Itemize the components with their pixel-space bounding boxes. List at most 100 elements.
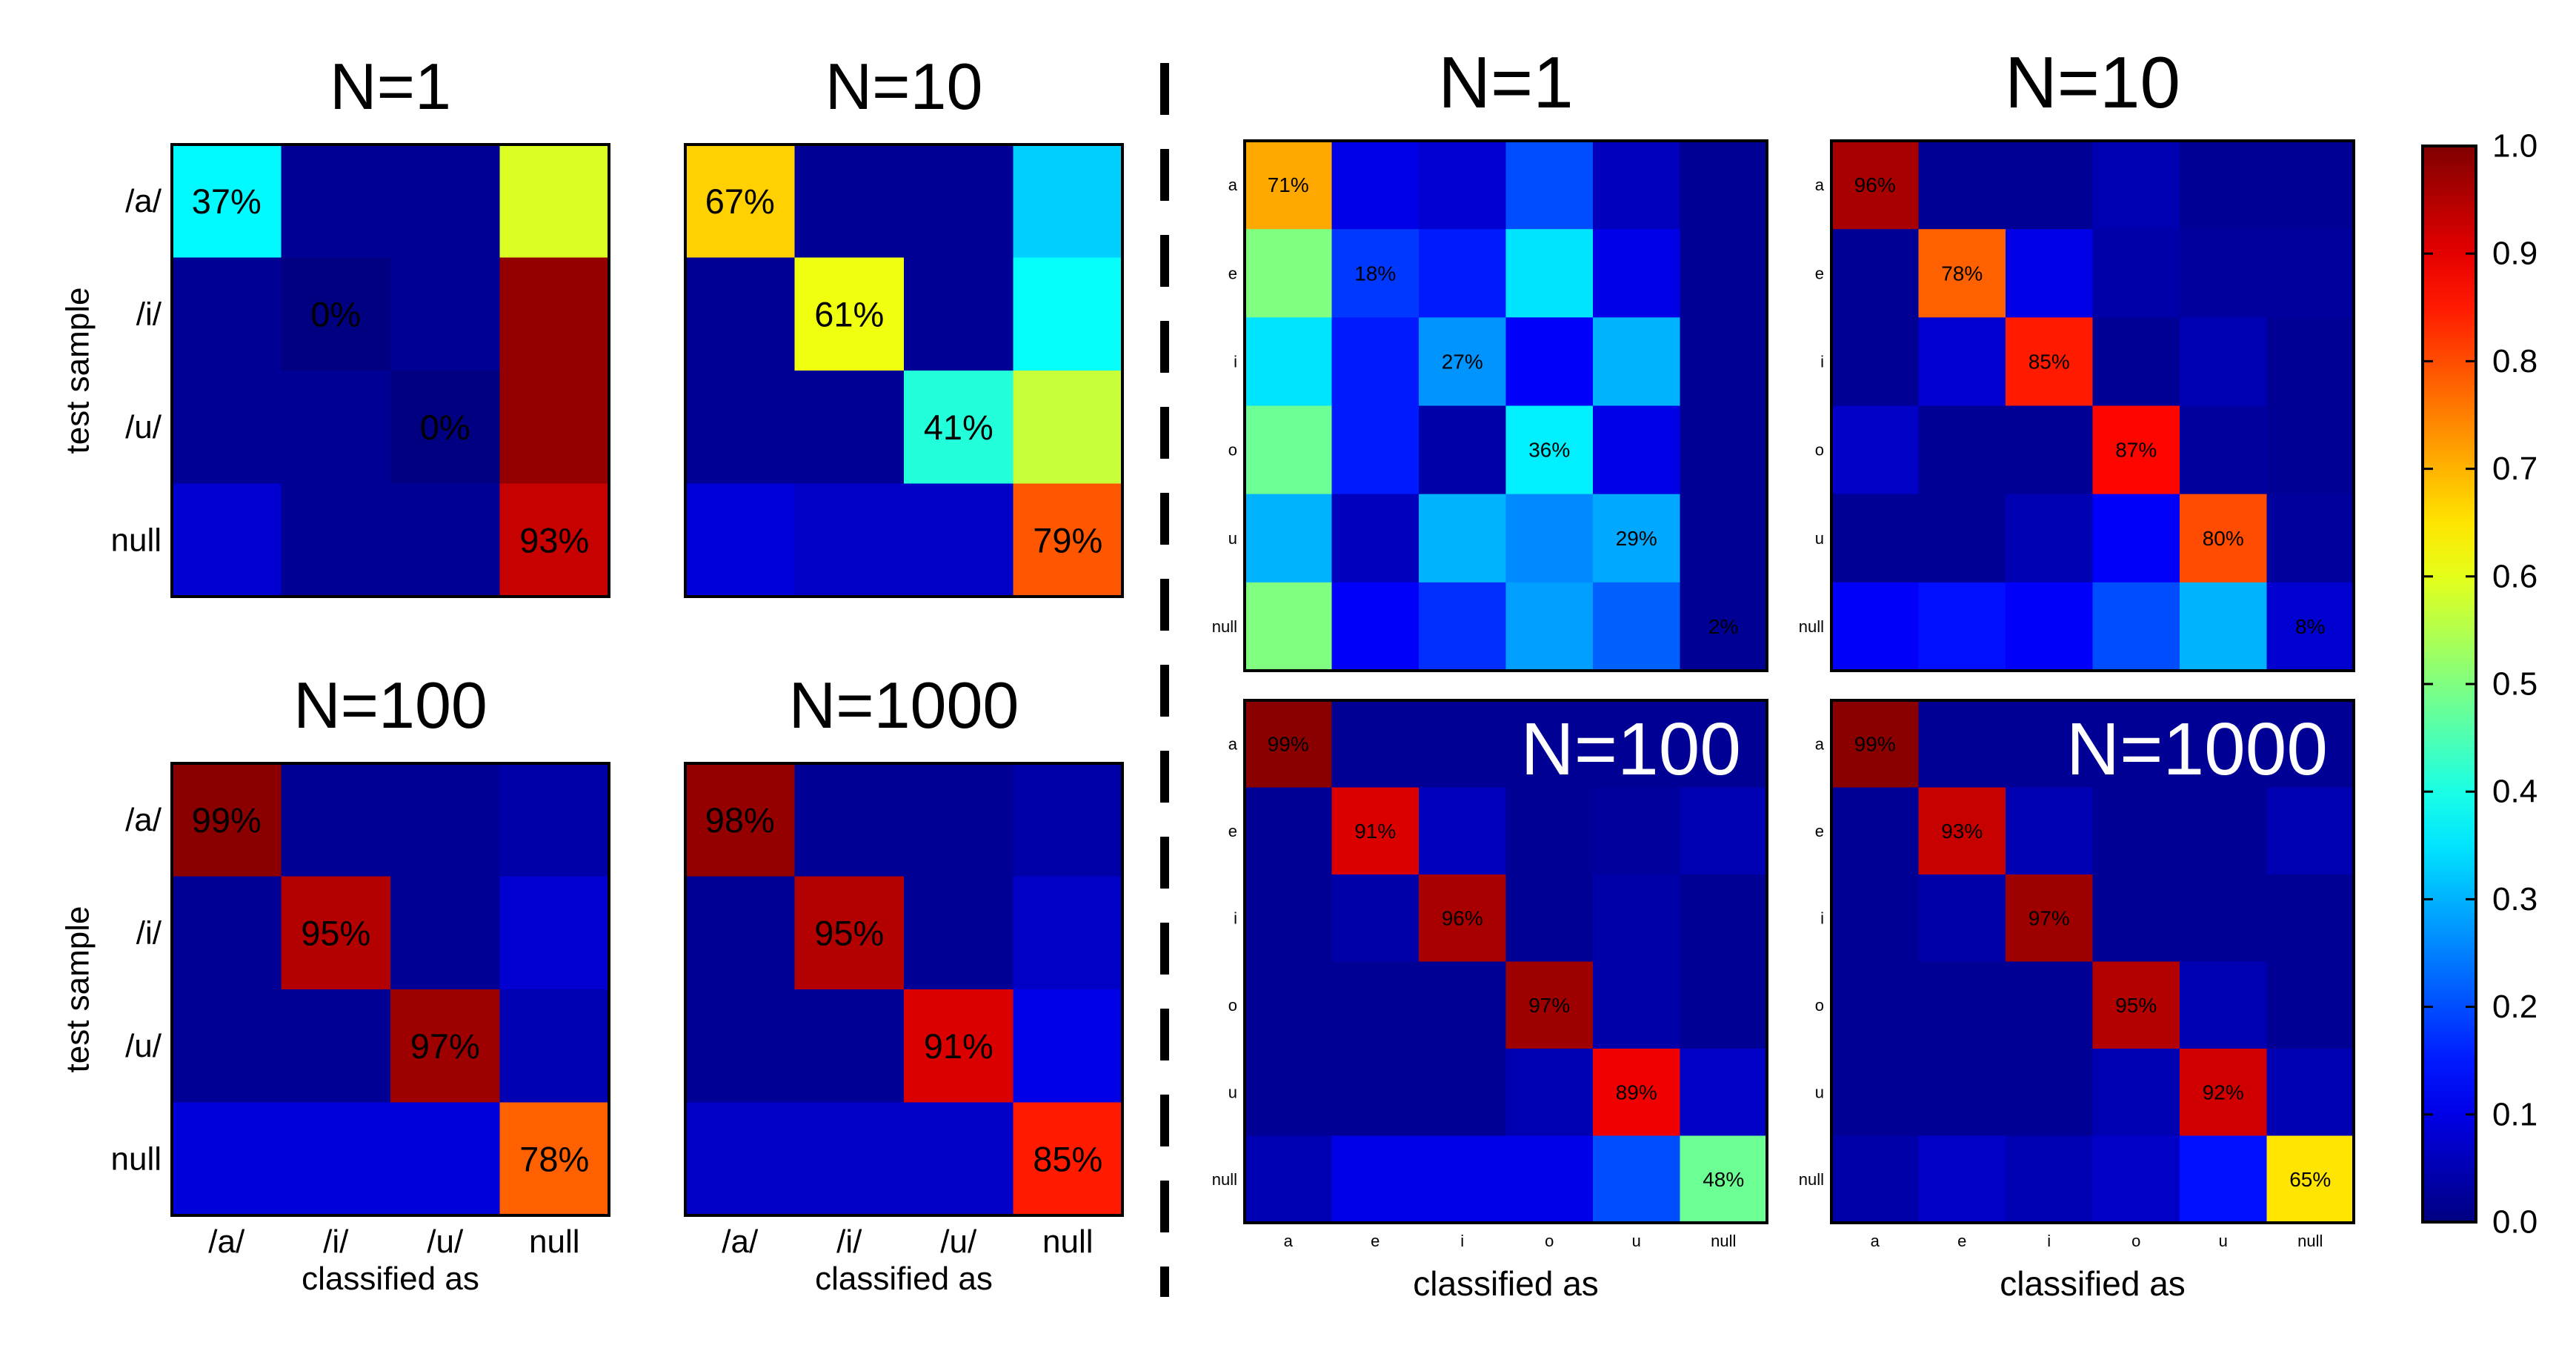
heatmap-cell: [499, 257, 610, 371]
heatmap-cell: [1013, 483, 1123, 597]
panel-frame: [1243, 139, 1768, 672]
heatmap-cell: [281, 371, 391, 485]
cell-percent-label: 65%: [2289, 1168, 2331, 1191]
heatmap-cell: [904, 371, 1014, 485]
cell-percent-label: 8%: [2295, 615, 2325, 638]
heatmap-cell: [1331, 961, 1420, 1049]
heatmap-cell: [2006, 1135, 2094, 1224]
heatmap-cell: [794, 876, 905, 990]
heatmap-cell: [1245, 405, 1333, 495]
heatmap-cell: [1245, 700, 1333, 789]
cell-percent-label: 29%: [1616, 527, 1657, 550]
x-tick-label: o: [1545, 1232, 1554, 1250]
y-tick-label: i: [1234, 352, 1237, 371]
heatmap-cell: [499, 145, 610, 259]
heatmap-cell: [2180, 405, 2268, 495]
heatmap-cell: [1331, 874, 1420, 963]
heatmap-cell: [390, 989, 501, 1103]
y-tick-label: null: [1212, 1170, 1237, 1189]
heatmap-cell: [1593, 1049, 1681, 1137]
panel-right-n1: 71% 18% 27% 36% 29% 2% N=1 a e i o u null: [1212, 42, 1768, 672]
y-tick-label: u: [1815, 529, 1824, 548]
heatmap-cell: [1505, 582, 1594, 671]
heatmap-cell: [794, 257, 905, 371]
heatmap-cell: [1593, 582, 1681, 671]
x-tick-label: a: [1284, 1232, 1294, 1250]
heatmap-cell: [2266, 700, 2354, 789]
x-tick-label: /a/: [722, 1224, 759, 1260]
cell-percent-label: 85%: [1033, 1139, 1102, 1178]
heatmap-cell: [1831, 1135, 1920, 1224]
y-tick-label: null: [1212, 617, 1237, 636]
heatmap-cell: [2092, 700, 2180, 789]
cell-percent-label: 95%: [2115, 994, 2157, 1017]
panel-right-n100: 99% 91% 96% 97% 89% 48% N=100 a e i o u null a e i o u nul…: [1212, 699, 1768, 1303]
cell-percent-label: 95%: [814, 913, 884, 952]
heatmap-cell: [2006, 582, 2094, 671]
panel-frame: [1830, 699, 2355, 1224]
heatmap-cell: [904, 989, 1014, 1103]
heatmap-cell: [390, 257, 501, 371]
colorbar-tick-label: 0.3: [2492, 881, 2537, 917]
heatmap-cell: [281, 145, 391, 259]
heatmap-cell: [1505, 229, 1594, 318]
heatmap-cell: [1680, 961, 1768, 1049]
heatmap-cell: [1013, 257, 1123, 371]
y-tick-label: e: [1228, 264, 1237, 282]
heatmap-cell: [172, 763, 282, 877]
x-tick-label: null: [1711, 1232, 1736, 1250]
heatmap-cell: [1918, 787, 2006, 875]
heatmap-cell: [1593, 700, 1681, 789]
colorbar: 1.0 0.9 0.8 0.7 0.6 0.5 0.4 0.3 0.2 0.1 0.0: [2421, 128, 2537, 1241]
heatmap-cell: [1918, 229, 2006, 318]
cell-percent-label: 80%: [2203, 527, 2244, 550]
heatmap-cell: [1831, 961, 1920, 1049]
heatmap-cell: [499, 483, 610, 597]
heatmap-cell: [904, 876, 1014, 990]
heatmap-cell: [2006, 317, 2094, 407]
cell-percent-label: 36%: [1528, 439, 1570, 462]
heatmap-cell: [2092, 1135, 2180, 1224]
heatmap-cell: [1245, 961, 1333, 1049]
heatmap-cell: [2266, 961, 2354, 1049]
panel-frame: [170, 762, 610, 1217]
heatmap-cell: [2180, 582, 2268, 671]
heatmap-cell: [390, 1102, 501, 1216]
x-tick-label: /i/: [323, 1224, 349, 1260]
heatmap-cell: [794, 989, 905, 1103]
y-tick-label: /a/: [125, 183, 162, 219]
panel-title: N=1000: [2066, 708, 2328, 791]
colorbar-tick-label: 0.2: [2492, 989, 2537, 1025]
colorbar-tick-label: 0.7: [2492, 451, 2537, 487]
panel-frame: [170, 143, 610, 598]
y-tick-label: /i/: [136, 915, 162, 951]
panel-title: N=100: [1521, 708, 1741, 791]
cell-percent-label: 18%: [1354, 262, 1396, 285]
cell-percent-label: 93%: [1941, 820, 1983, 843]
heatmap-cell: [1505, 317, 1594, 407]
y-tick-label: u: [1228, 1083, 1237, 1101]
y-tick-label: null: [111, 522, 162, 558]
heatmap-cell: [2266, 494, 2354, 583]
heatmap-cell: [1831, 494, 1920, 583]
cell-percent-label: 96%: [1442, 906, 1483, 929]
heatmap-cell: [1331, 494, 1420, 583]
heatmap-cell: [2266, 582, 2354, 671]
cell-percent-label: 27%: [1442, 350, 1483, 373]
y-tick-label: /i/: [136, 296, 162, 332]
heatmap-cell: [2092, 582, 2180, 671]
heatmap-cell: [281, 483, 391, 597]
cell-percent-label: 99%: [1268, 732, 1309, 755]
heatmap-cell: [2092, 317, 2180, 407]
heatmap-cell: [2006, 961, 2094, 1049]
heatmap-cell: [172, 371, 282, 485]
heatmap-cell: [2266, 1135, 2354, 1224]
cell-percent-label: 97%: [2028, 906, 2070, 929]
y-tick-label: e: [1815, 264, 1824, 282]
cell-percent-label: 91%: [1354, 820, 1396, 843]
heatmap-cell: [1918, 494, 2006, 583]
x-tick-label: null: [1042, 1224, 1094, 1260]
y-tick-label: null: [1799, 617, 1824, 636]
y-tick-label: a: [1228, 176, 1238, 194]
heatmap-cell: [172, 145, 282, 259]
